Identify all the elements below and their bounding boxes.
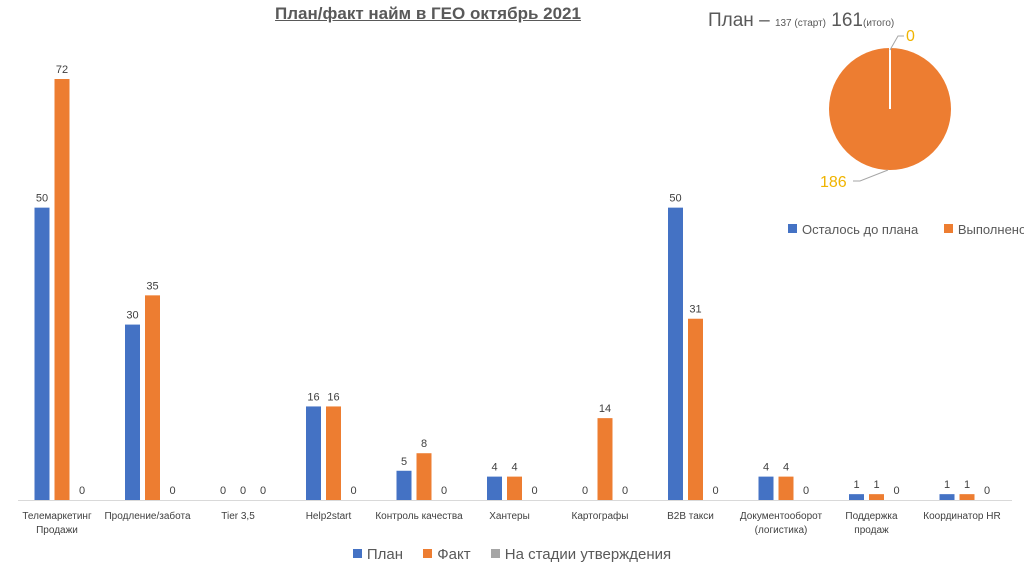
data-label-approval: 0 (260, 485, 266, 497)
data-label-approval: 0 (79, 485, 85, 497)
pie-legend: Осталось до плана Выполнено (788, 222, 1024, 237)
data-label-fact: 14 (599, 403, 611, 415)
data-label-plan: 16 (307, 391, 319, 403)
category-label: Телемаркетинг (22, 511, 92, 522)
legend-label-fact: Факт (437, 546, 471, 563)
bar-fact (688, 318, 703, 500)
bar-plan (396, 470, 412, 500)
data-label-plan: 0 (220, 485, 226, 497)
bar-plan (849, 494, 864, 500)
data-label-plan: 50 (36, 193, 48, 205)
bar-fact (597, 418, 613, 500)
legend-swatch-fact (423, 549, 433, 558)
data-label-plan: 4 (763, 462, 769, 474)
category-label: Поддержка (845, 511, 898, 522)
pie-legend-label-remaining: Осталось до плана (802, 222, 919, 237)
chart-title: План/факт найм в ГЕО октябрь 2021 (275, 4, 581, 23)
bar-fact (778, 476, 794, 500)
data-label-fact: 35 (146, 280, 158, 292)
category-label: Контроль качества (375, 511, 463, 522)
category-label: Хантеры (489, 511, 530, 522)
data-label-fact: 8 (421, 438, 427, 450)
bar-plan (668, 207, 683, 500)
bar-fact (869, 494, 884, 500)
legend-swatch-approval (490, 549, 500, 558)
data-label-fact: 72 (56, 64, 68, 76)
pie-legend-swatch-remaining (788, 224, 797, 233)
data-label-fact: 4 (783, 462, 789, 474)
data-label-plan: 1 (944, 479, 950, 491)
data-label-plan: 5 (401, 456, 407, 468)
data-label-approval: 0 (803, 485, 809, 497)
pie-title: План – 137 (старт) 161(итого) (708, 10, 894, 32)
data-label-fact: 0 (240, 485, 246, 497)
legend-swatch-plan (352, 549, 362, 558)
pie-legend-label-done: Выполнено (957, 222, 1024, 237)
data-label-approval: 0 (531, 485, 537, 497)
bar-plan (34, 207, 50, 500)
pie-title-start: 137 (старт) (774, 18, 827, 29)
legend-label-approval: На стадии утверждения (504, 546, 672, 563)
data-label-plan: 50 (669, 193, 681, 205)
bar-fact (54, 79, 70, 500)
data-label-approval: 0 (169, 485, 175, 497)
data-label-approval: 0 (350, 485, 356, 497)
bar-plan (306, 406, 321, 500)
data-label-fact: 1 (964, 479, 970, 491)
pie-legend-swatch-done (943, 224, 953, 233)
data-label-fact: 4 (511, 462, 517, 474)
bar-plan (125, 324, 140, 500)
data-label-approval: 0 (984, 485, 990, 497)
bar-legend: План Факт На стадии утверждения (0, 546, 1024, 563)
data-label-approval: 0 (893, 485, 899, 497)
pie-title-main: План – (708, 10, 775, 31)
bar-plan (758, 476, 774, 500)
category-label: B2B такси (667, 511, 714, 522)
bar-fact (507, 476, 522, 500)
data-label-approval: 0 (622, 485, 628, 497)
category-label: Документооборот (740, 510, 823, 522)
legend-label-plan: План (366, 546, 404, 563)
category-label: Продажи (36, 525, 78, 536)
category-label: Продление/забота (104, 510, 190, 522)
bar-plan (939, 494, 955, 500)
pie-title-total: 161 (831, 10, 863, 31)
category-label: Координатор HR (923, 511, 1000, 522)
category-label: (логистика) (755, 525, 808, 536)
bar-fact (326, 406, 341, 500)
data-label-fact: 31 (689, 304, 701, 316)
data-label-plan: 4 (491, 462, 497, 474)
data-label-fact: 1 (873, 479, 879, 491)
legend-item-approval: На стадии утверждения (490, 546, 672, 563)
bar-fact (416, 453, 432, 500)
data-label-approval: 0 (712, 485, 718, 497)
data-label-fact: 16 (327, 391, 339, 403)
data-label-plan: 0 (582, 485, 588, 497)
bar-fact (145, 295, 160, 500)
data-label-plan: 1 (853, 479, 859, 491)
bar-plan (487, 476, 502, 500)
data-label-approval: 0 (441, 485, 447, 497)
category-label: Help2start (306, 511, 352, 522)
category-label: Картографы (572, 510, 629, 522)
category-label: Tier 3,5 (221, 511, 255, 522)
data-label-plan: 30 (126, 310, 138, 322)
pie-title-total-suffix: (итого) (863, 18, 895, 29)
legend-item-fact: Факт (423, 546, 471, 563)
legend-item-plan: План (352, 546, 404, 563)
category-label: продаж (854, 525, 889, 536)
pie-legend-item-remaining: Осталось до плана (788, 222, 918, 237)
pie-legend-item-done: Выполнено (943, 222, 1024, 237)
bar-fact (959, 494, 975, 500)
